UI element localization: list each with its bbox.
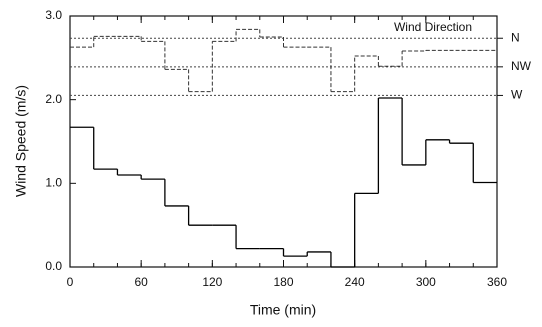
x-tick-label: 0 <box>67 275 74 289</box>
x-tick-label: 300 <box>416 275 436 289</box>
x-tick-label: 60 <box>134 275 148 289</box>
y-tick-label: 0.0 <box>45 259 62 273</box>
y-tick-label: 1.0 <box>45 176 62 190</box>
y-axis-label: Wind Speed (m/s) <box>13 85 29 197</box>
y-tick-label: 3.0 <box>45 8 62 22</box>
y2-tick-label: N <box>511 30 520 44</box>
x-tick-label: 120 <box>202 275 222 289</box>
x-axis-label: Time (min) <box>250 302 316 318</box>
y2-tick-label: NW <box>511 59 532 73</box>
y-tick-label: 2.0 <box>45 92 62 106</box>
x-tick-label: 360 <box>487 275 507 289</box>
x-tick-label: 180 <box>273 275 293 289</box>
y2-tick-label: W <box>511 88 523 102</box>
annotation: Wind Direction <box>394 20 472 34</box>
x-tick-label: 240 <box>345 275 365 289</box>
plot-frame <box>69 15 498 268</box>
